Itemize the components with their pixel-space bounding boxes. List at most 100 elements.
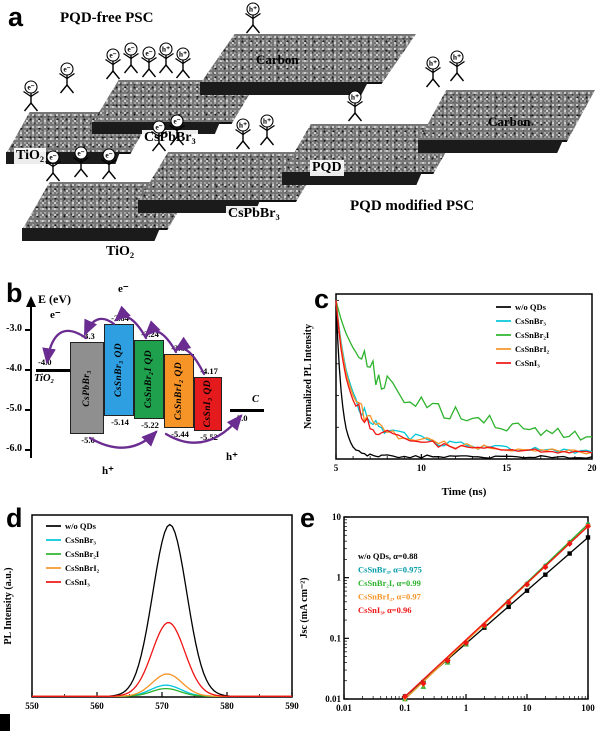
stick-figure-icon: h⁺ [158, 42, 174, 74]
x-tick-label: 560 [90, 701, 104, 711]
marker-diamond [566, 540, 573, 547]
pqd-modified-psc-title: PQD modified PSC [350, 198, 475, 214]
svg-text:h⁺: h⁺ [239, 121, 247, 130]
svg-text:e⁻: e⁻ [109, 51, 116, 60]
stick-figure-icon: h⁺ [175, 47, 191, 79]
panel-a-device-schematic: a PQD-free PSC Carbon TiO₂ CsPbBr₃ PQD m… [0, 0, 600, 278]
stick-figure-icon: e⁻ [59, 62, 75, 94]
electron-figure: e⁻ [70, 146, 92, 183]
hole-figure: h⁺ [344, 90, 366, 127]
energy-value-C: -5.0 [234, 413, 248, 423]
series-3 [335, 300, 593, 441]
electron-figure: e⁻ [20, 80, 42, 117]
energy-bar-label: CsPbBr₃ [82, 369, 92, 407]
pqdmod-carbon-label: Carbon [488, 114, 531, 129]
marker-square [524, 588, 530, 593]
energy-top-value-CsPbBr3: -3.3 [81, 331, 95, 341]
x-tick-label: 1 [464, 703, 469, 713]
x-tick-label: 0.01 [336, 703, 352, 713]
energy-top-value-CsSnBrI2: -3.61 [171, 343, 189, 354]
marker-diamond [481, 622, 488, 629]
electron-symbol: e⁻ [118, 283, 129, 295]
stick-figure-icon: e⁻ [73, 146, 89, 178]
legend-label: w/o QDs [65, 521, 97, 531]
hole-figure: h⁺ [155, 42, 177, 79]
pl-spectra-chart: 550 560 570 580 590 PL Intensity (a.u.) w/o QD… [3, 514, 299, 711]
series-2 [335, 300, 593, 455]
x-tick-label: 100 [581, 703, 595, 713]
energy-axis-title: E (eV) [38, 292, 71, 306]
marker-diamond [585, 523, 591, 530]
energy-value-TiO2: -4.0 [38, 357, 52, 367]
panel-d-label: d [6, 503, 23, 533]
charge-carriers: e⁻ e⁻ e⁻ e⁻ e⁻ h⁺ h⁺ h⁺ e⁻ e⁻ e⁻ e⁻ e⁻ h⁺ h⁺ h⁺ h⁺ h⁺ [0, 0, 600, 278]
electron-figure: e⁻ [138, 46, 160, 83]
panel-c-trpl-decay: c 5 10 15 20 Time (ns) Normalized PL Intensit… [300, 280, 600, 503]
electron-figure: e⁻ [56, 62, 78, 99]
energy-tick-label: -4.0 [6, 363, 22, 374]
legend-label: CsSnI₃ [515, 358, 540, 368]
legend-label: CsSnBr₃ [65, 535, 96, 545]
marker-diamond [542, 564, 549, 571]
energy-bottom-value-CsSnBr2I: -5.22 [141, 419, 159, 430]
pqdfree-carbon-label: Carbon [256, 52, 299, 67]
legend-label: CsSnBr₂I, α=0.99 [358, 578, 421, 588]
energy-level-line-TiO2 [36, 368, 70, 372]
jsc-intensity-chart: 0.01 0.1 1 10 100 0.01 0.1 1 10 Jsc (mA cm⁻²) w/o … [299, 512, 595, 713]
energy-tick-label: -5.0 [6, 403, 22, 414]
marker-square [506, 604, 511, 610]
panel-b-label: b [6, 278, 23, 308]
svg-text:e⁻: e⁻ [27, 83, 34, 92]
energy-bottom-value-CsSnI3: -5.52 [200, 431, 218, 442]
svg-text:h⁺: h⁺ [429, 59, 437, 68]
legend-label: w/o QDs [515, 302, 547, 312]
electron-figure: e⁻ [166, 114, 188, 151]
legend-label: CsSnI₃ [65, 577, 90, 587]
marker-square [585, 535, 591, 540]
panel-a-label: a [8, 2, 24, 32]
y-axis-label: Jsc (mA cm⁻²) [299, 577, 310, 638]
marker-diamond [505, 599, 512, 606]
marker-square [543, 572, 548, 577]
stick-figure-icon: h⁺ [259, 114, 275, 146]
y-tick-label: 10 [332, 512, 342, 522]
energy-material-C: C [252, 394, 260, 405]
pqdmod-carbon-layer-edge [418, 140, 563, 153]
pqdmod-tio2-layer-edge [22, 228, 160, 241]
energy-bottom-value-CsSnBr3: -5.14 [111, 416, 129, 427]
hole-symbol: h⁺ [226, 451, 238, 463]
legend-label: w/o QDs, α=0.88 [358, 551, 418, 561]
pqdmod-cspbbr3-label: CsPbBr₃ [226, 206, 282, 222]
svg-text:e⁻: e⁻ [77, 149, 84, 158]
stick-figure-icon: h⁺ [245, 2, 261, 34]
marker-diamond [463, 639, 469, 646]
marker-diamond [524, 581, 530, 588]
plot-frame [343, 516, 589, 700]
pqdfree-carbon-layer [200, 34, 416, 84]
energy-axis-arrow [25, 296, 36, 307]
energy-bar-label: CsSnBr₃ QD [114, 342, 124, 397]
legend-label: CsSnBr₃, α=0.975 [358, 565, 422, 575]
electron-figure: e⁻ [148, 120, 170, 157]
stick-figure-icon: h⁺ [347, 90, 363, 122]
x-tick-label: 10 [523, 703, 533, 713]
svg-text:e⁻: e⁻ [173, 117, 180, 126]
energy-bar-CsPbBr3: CsPbBr₃ [70, 342, 104, 434]
pqdmod-carbon-layer [418, 90, 595, 142]
svg-text:e⁻: e⁻ [105, 151, 112, 160]
plot-frame [31, 514, 293, 698]
energy-bar-CsSnI3: CsSnI₃ QD [194, 376, 222, 431]
stick-figure-icon: e⁻ [105, 48, 121, 80]
x-tick-label: 570 [155, 701, 169, 711]
legend-label: CsSnI₃, α=0.96 [358, 605, 411, 615]
x-tick-label: 15 [502, 463, 512, 473]
svg-text:h⁺: h⁺ [179, 50, 187, 59]
legend-label: CsSnBr₂I [65, 549, 100, 559]
hole-symbol: h⁺ [102, 465, 114, 477]
energy-bar-label: CsSnBrI₂ QD [174, 361, 184, 421]
y-tick-label: 1 [337, 573, 342, 583]
legend-label: CsSnBrI₂ [515, 344, 550, 354]
stick-figure-icon: e⁻ [123, 42, 139, 74]
hole-figure: h⁺ [256, 114, 278, 151]
